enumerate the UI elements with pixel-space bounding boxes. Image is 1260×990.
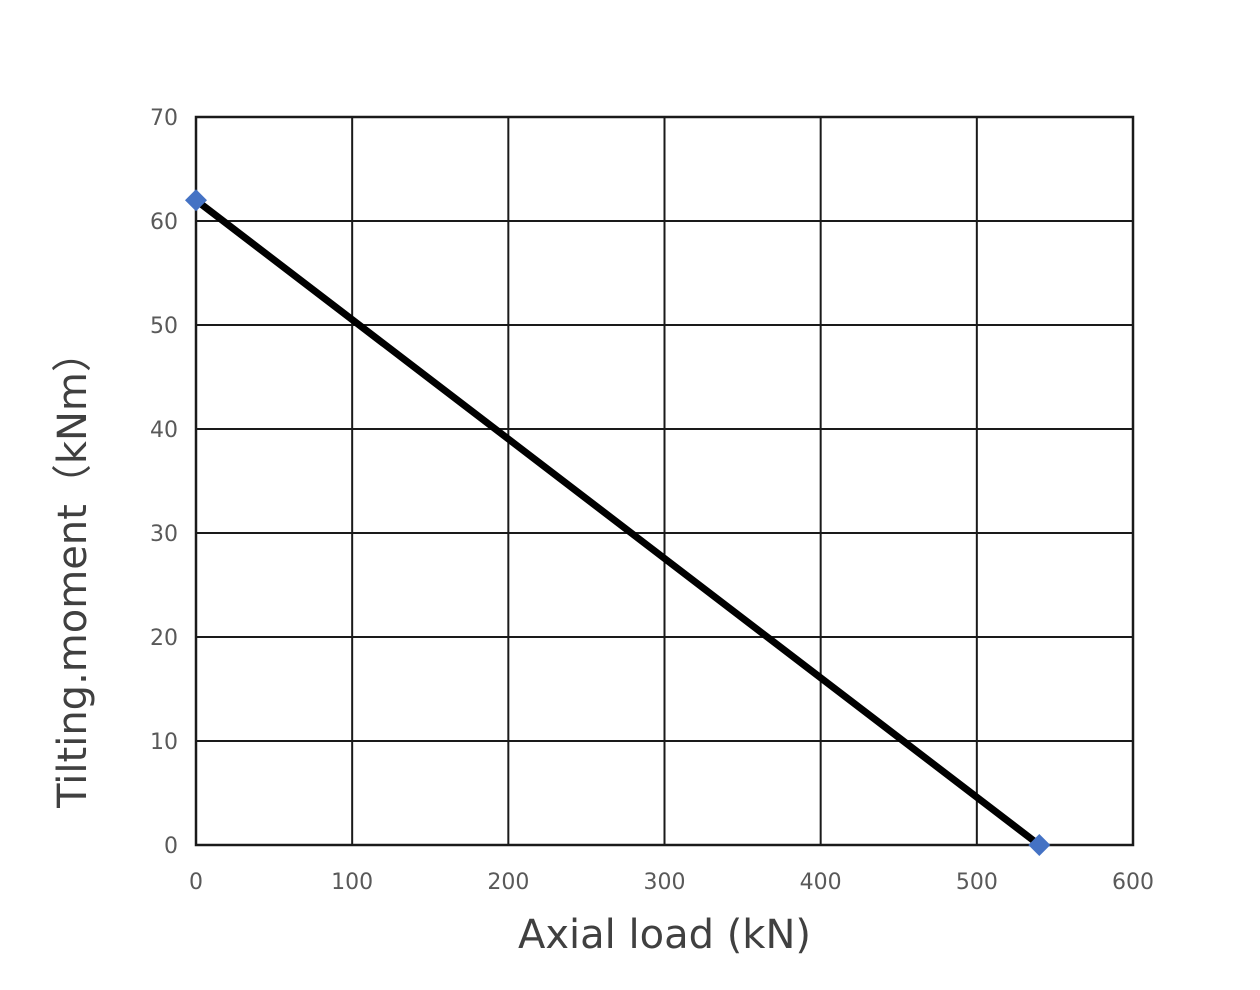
x-tick-label: 600 [1112,870,1154,895]
y-tick-label: 20 [150,626,178,651]
y-tick-label: 50 [150,314,178,339]
y-axis-title: Tilting.moment（kNm） [50,332,96,809]
y-tick-label: 40 [150,418,178,443]
series-layer [185,189,1051,856]
y-axis: 0 10 20 30 40 50 60 70 [150,106,178,859]
x-axis-title: Axial load (kN) [518,912,811,958]
x-tick-label: 300 [644,870,686,895]
y-tick-label: 70 [150,106,178,131]
x-tick-label: 200 [487,870,529,895]
x-tick-label: 500 [956,870,998,895]
data-point-marker [1028,834,1051,856]
x-tick-label: 100 [331,870,373,895]
y-tick-label: 10 [150,730,178,755]
y-tick-label: 60 [150,210,178,235]
plot-area [194,115,1135,847]
y-tick-label: 30 [150,522,178,547]
data-point-marker [185,189,207,212]
x-axis: 0 100 200 300 400 500 600 [189,870,1154,895]
grid [195,116,1134,846]
y-tick-label: 0 [164,834,178,859]
x-tick-label: 400 [800,870,842,895]
x-tick-label: 0 [189,870,203,895]
series-line [192,196,1043,849]
